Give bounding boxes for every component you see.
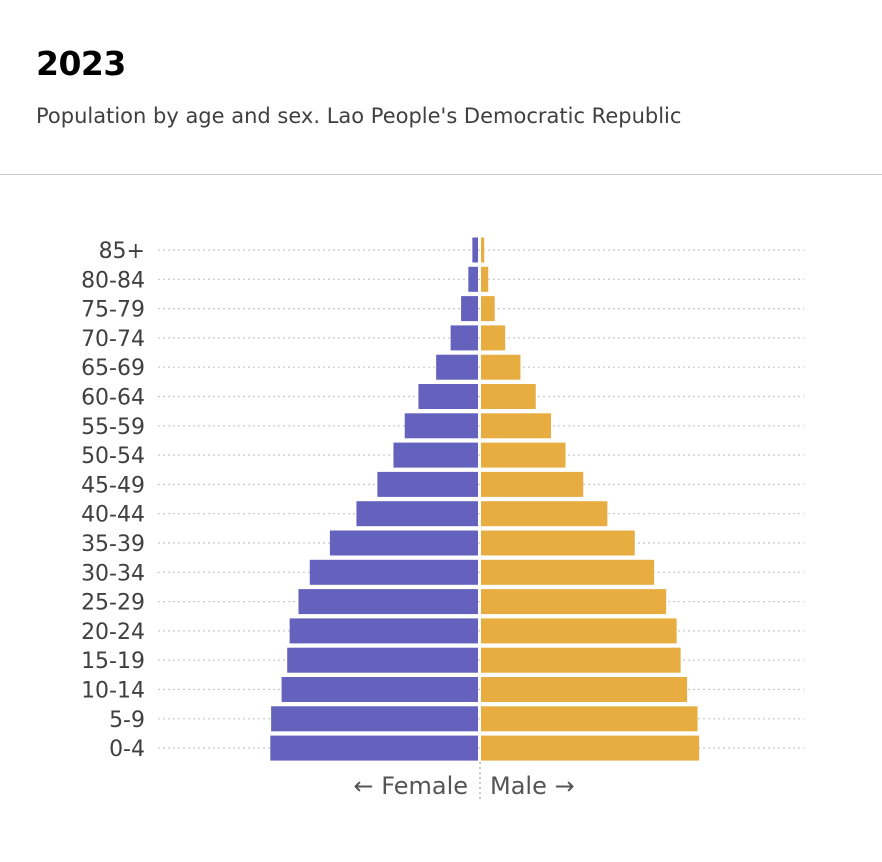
age-label-80-84: 80-84: [81, 268, 145, 293]
male-bar-30-34: [481, 559, 655, 585]
chart-subtitle: Population by age and sex. Lao People's …: [36, 104, 682, 128]
male-bar-65-69: [481, 354, 521, 380]
female-bar-10-14: [281, 677, 478, 702]
age-label-5-9: 5-9: [109, 708, 145, 733]
male-bar-40-44: [481, 501, 608, 527]
female-bar-20-24: [289, 618, 478, 644]
age-label-75-79: 75-79: [81, 298, 145, 323]
male-bar-35-39: [481, 530, 635, 556]
age-label-85-plus: 85+: [99, 239, 145, 264]
female-bar-5-9: [271, 706, 478, 732]
age-label-60-64: 60-64: [81, 386, 145, 411]
female-bar-30-34: [309, 559, 478, 585]
age-label-40-44: 40-44: [81, 503, 145, 528]
female-bar-75-79: [461, 296, 478, 322]
female-bar-45-49: [377, 471, 478, 497]
female-bar-70-74: [450, 325, 478, 351]
female-bar-25-29: [298, 589, 478, 615]
male-bar-55-59: [481, 413, 552, 439]
female-bar-50-54: [393, 442, 478, 468]
male-bar-20-24: [481, 618, 677, 644]
chart-year-title: 2023: [36, 44, 126, 83]
male-bar-10-14: [481, 677, 688, 702]
female-bar-0-4: [270, 735, 478, 761]
age-label-10-14: 10-14: [81, 679, 145, 704]
male-bar-45-49: [481, 471, 584, 497]
age-label-45-49: 45-49: [81, 473, 145, 498]
female-bar-55-59: [404, 413, 478, 439]
header-divider: [0, 174, 882, 175]
male-bar-50-54: [481, 442, 566, 468]
age-label-65-69: 65-69: [81, 356, 145, 381]
male-bar-5-9: [481, 706, 698, 732]
female-bar-60-64: [418, 384, 478, 409]
female-bar-35-39: [329, 530, 478, 556]
female-bar-80-84: [468, 266, 478, 292]
male-bar-15-19: [481, 647, 681, 673]
age-label-70-74: 70-74: [81, 327, 145, 352]
female-bar-85-plus: [472, 237, 478, 263]
age-label-20-24: 20-24: [81, 620, 145, 645]
female-bar-65-69: [436, 354, 478, 380]
male-bar-25-29: [481, 589, 667, 615]
male-bar-70-74: [481, 325, 506, 351]
female-bar-15-19: [287, 647, 478, 673]
female-axis-label: ← Female: [353, 772, 468, 800]
age-label-50-54: 50-54: [81, 444, 145, 469]
female-bar-40-44: [356, 501, 478, 527]
age-label-55-59: 55-59: [81, 415, 145, 440]
age-label-0-4: 0-4: [109, 737, 145, 762]
male-bar-75-79: [481, 296, 495, 322]
male-bar-60-64: [481, 384, 536, 409]
male-axis-label: Male →: [490, 772, 575, 800]
male-bar-0-4: [481, 735, 700, 761]
age-label-15-19: 15-19: [81, 649, 145, 674]
age-label-30-34: 30-34: [81, 561, 145, 586]
age-label-35-39: 35-39: [81, 532, 145, 557]
male-bar-80-84: [481, 266, 489, 292]
male-bar-85-plus: [481, 237, 485, 263]
age-label-25-29: 25-29: [81, 591, 145, 616]
